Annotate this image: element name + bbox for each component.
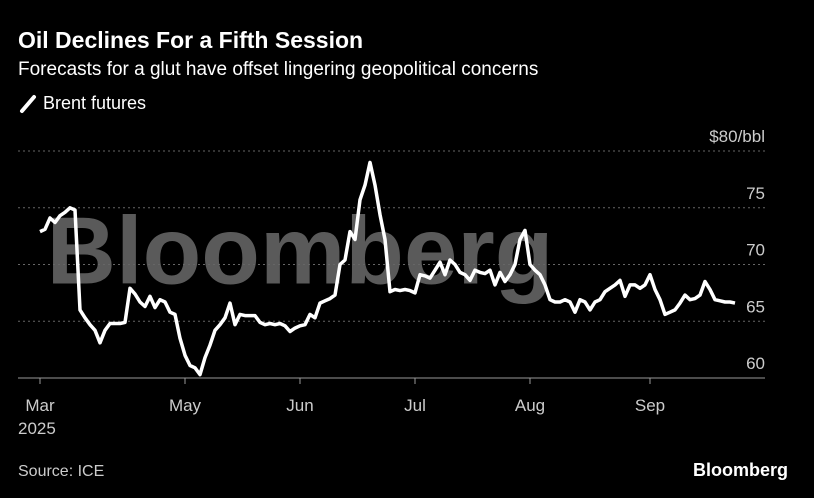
x-year-label: 2025 [18,419,56,438]
x-tick-label: Sep [635,396,665,415]
watermark: Bloomberg [47,197,554,304]
y-tick-label: 75 [746,184,765,203]
x-tick-label: Mar [25,396,55,415]
y-tick-label: 65 [746,297,765,316]
x-tick-label: Jun [286,396,313,415]
x-tick-label: Aug [515,396,545,415]
logo: Bloomberg [693,460,788,480]
source: Source: ICE [18,463,104,480]
chart-subtitle: Forecasts for a glut have offset lingeri… [18,59,538,80]
y-tick-label: 60 [746,354,765,373]
legend-label: Brent futures [43,93,146,113]
y-tick-label: $80/bbl [709,127,765,146]
x-tick-label: Jul [404,396,426,415]
y-tick-label: 70 [746,241,765,260]
legend-swatch [20,95,36,113]
x-tick-label: May [169,396,202,415]
line-series [39,160,736,377]
chart-title: Oil Declines For a Fifth Session [18,27,363,53]
